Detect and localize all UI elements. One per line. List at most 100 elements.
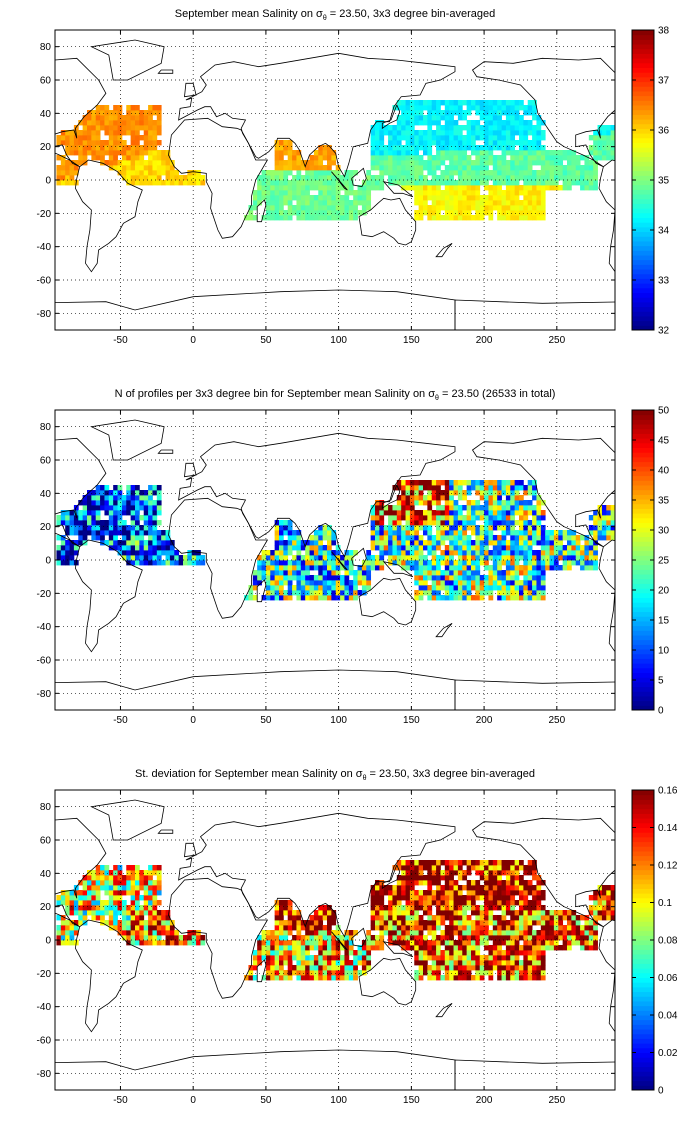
- bin-cell: [532, 935, 537, 941]
- bin-cell: [536, 540, 542, 546]
- bin-cell: [440, 950, 446, 956]
- bin-cell: [479, 480, 485, 486]
- y-tick-label: 60: [40, 76, 52, 87]
- bin-cell: [532, 200, 537, 206]
- bin-cell: [540, 915, 546, 921]
- bin-cell: [514, 215, 520, 221]
- bin-cell: [423, 905, 428, 911]
- bin-cell: [505, 890, 511, 896]
- bin-cell: [135, 900, 140, 906]
- bin-cell: [283, 555, 289, 561]
- bin-cell: [261, 565, 267, 571]
- bin-cell: [505, 150, 511, 156]
- bin-cell: [610, 515, 615, 521]
- bin-cell: [505, 165, 511, 171]
- bin-cell: [283, 145, 289, 151]
- bin-cell: [497, 970, 502, 976]
- bin-cell: [73, 160, 79, 166]
- bin-cell: [479, 935, 485, 941]
- bin-cell: [117, 115, 123, 121]
- bin-cell: [523, 925, 529, 931]
- bin-cell: [527, 970, 533, 976]
- bin-cell: [126, 870, 132, 876]
- bin-cell: [156, 555, 162, 561]
- bin-cell: [248, 210, 254, 216]
- bin-cell: [479, 525, 485, 531]
- bin-cell: [279, 915, 284, 921]
- bin-cell: [575, 545, 581, 551]
- bin-cell: [466, 160, 472, 166]
- bin-cell: [479, 155, 485, 161]
- bin-cell: [536, 115, 542, 121]
- bin-cell: [497, 925, 502, 931]
- bin-cell: [440, 200, 446, 206]
- bin-cell: [427, 890, 433, 896]
- bin-cell: [143, 890, 149, 896]
- bin-cell: [279, 190, 284, 196]
- bin-cell: [436, 560, 441, 566]
- bin-cell: [401, 105, 406, 111]
- bin-cell: [283, 185, 289, 191]
- bin-cell: [527, 950, 533, 956]
- bin-cell: [344, 210, 350, 216]
- bin-cell: [366, 190, 372, 196]
- bin-cell: [292, 935, 297, 941]
- bin-cell: [117, 505, 123, 511]
- bin-cell: [331, 560, 337, 566]
- bin-cell: [444, 580, 450, 586]
- bin-cell: [117, 865, 123, 871]
- bin-cell: [91, 140, 97, 146]
- bin-cell: [484, 200, 489, 206]
- bin-cell: [457, 530, 463, 536]
- bin-cell: [453, 945, 459, 951]
- bin-cell: [143, 905, 149, 911]
- bin-cell: [436, 135, 441, 141]
- bin-cell: [405, 550, 411, 556]
- bin-cell: [488, 565, 494, 571]
- bin-cell: [353, 580, 358, 586]
- bin-cell: [388, 935, 393, 941]
- bin-cell: [375, 180, 380, 186]
- bin-cell: [274, 195, 280, 201]
- bin-cell: [392, 535, 398, 541]
- bin-cell: [471, 935, 476, 941]
- bin-cell: [501, 530, 507, 536]
- bin-cell: [549, 185, 555, 191]
- bin-cell: [126, 525, 132, 531]
- bin-cell: [484, 105, 489, 111]
- colorbar-tick-label: 35: [658, 496, 670, 507]
- bin-cell: [82, 130, 88, 136]
- bin-cell: [562, 180, 568, 186]
- bin-cell: [532, 515, 537, 521]
- bin-cell: [588, 180, 594, 186]
- bin-cell: [527, 490, 533, 496]
- bin-cell: [440, 140, 446, 146]
- bin-cell: [492, 550, 498, 556]
- bin-cell: [501, 900, 507, 906]
- bin-cell: [283, 525, 289, 531]
- bin-cell: [396, 875, 402, 881]
- bin-cell: [401, 125, 406, 131]
- bin-cell: [580, 165, 585, 171]
- bin-cell: [379, 180, 385, 186]
- bin-cell: [261, 940, 267, 946]
- bin-cell: [318, 570, 324, 576]
- bin-cell: [423, 945, 428, 951]
- bin-cell: [475, 950, 481, 956]
- bin-cell: [401, 110, 406, 116]
- bin-cell: [292, 535, 297, 541]
- bin-cell: [348, 170, 354, 176]
- bin-cell: [117, 125, 123, 131]
- bin-cell: [475, 940, 481, 946]
- bin-cell: [396, 135, 402, 141]
- bin-cell: [475, 970, 481, 976]
- bin-cell: [427, 865, 433, 871]
- bin-cell: [440, 875, 446, 881]
- bin-cell: [135, 920, 140, 926]
- bin-cell: [488, 140, 494, 146]
- bin-cell: [370, 510, 376, 516]
- bin-cell: [270, 955, 276, 961]
- bin-cell: [305, 545, 310, 551]
- bin-cell: [457, 185, 463, 191]
- bin-cell: [510, 185, 516, 191]
